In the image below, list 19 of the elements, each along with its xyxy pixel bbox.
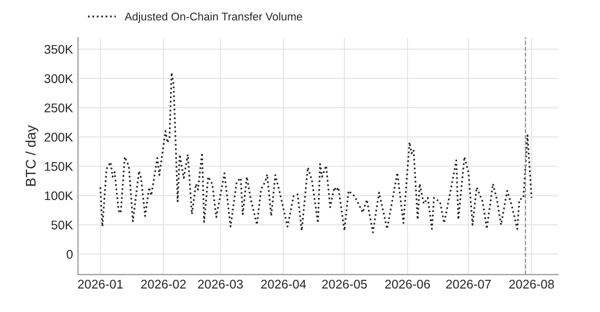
y-tick-label: 50K (51, 220, 73, 230)
x-tick-label: 2026-06 (385, 280, 430, 289)
y-tick-label: 150K (44, 162, 73, 171)
y-tick-label: 300K (44, 74, 73, 84)
y-axis-title: BTC / day (25, 125, 38, 186)
y-tick-label: 0 (66, 250, 73, 259)
y-tick-label: 250K (44, 104, 73, 112)
x-tick-label: 2026-03 (198, 280, 243, 289)
y-tick-label: 100K (44, 191, 73, 200)
line-series (100, 72, 532, 234)
legend-label: Adjusted On-Chain Transfer Volume (124, 12, 302, 23)
x-tick-label: 2026-07 (446, 280, 491, 289)
x-tick-label: 2026-05 (322, 280, 367, 289)
y-tick-label: 200K (44, 132, 73, 142)
x-tick-label: 2026-04 (261, 280, 306, 289)
x-tick-label: 2026-01 (78, 280, 123, 289)
x-tick-label: 2026-02 (141, 280, 186, 289)
y-tick-label: 350K (44, 44, 73, 54)
x-tick-label: 2026-08 (509, 280, 554, 289)
